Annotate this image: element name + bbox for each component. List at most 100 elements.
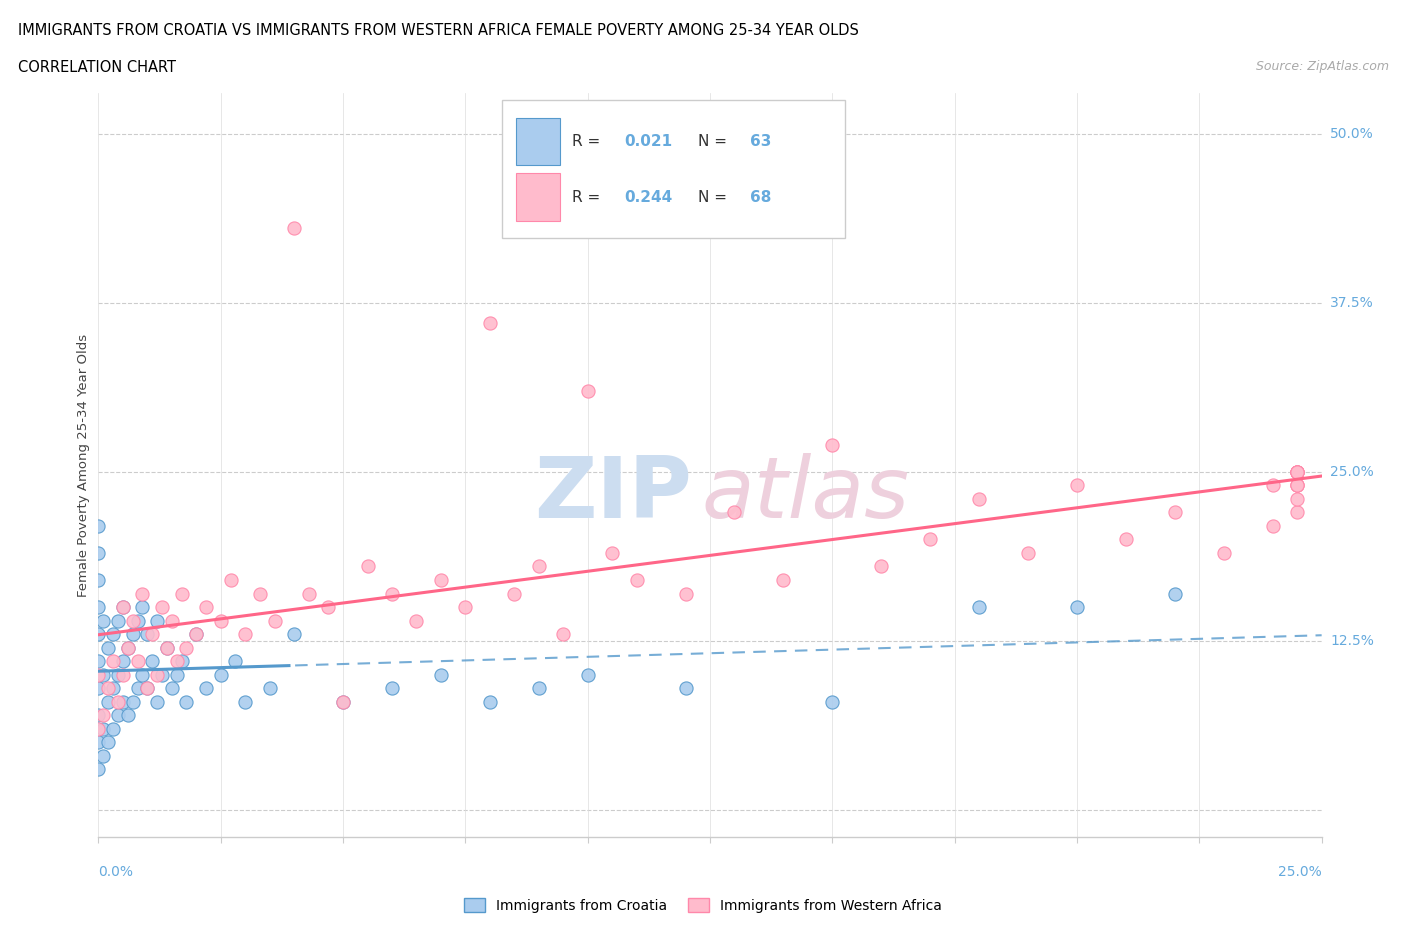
Text: 12.5%: 12.5% — [1330, 634, 1374, 648]
Point — [107, 613, 129, 628]
Text: 0.021: 0.021 — [624, 134, 672, 149]
Point — [1066, 478, 1088, 493]
Point — [1164, 505, 1187, 520]
Point — [91, 722, 114, 737]
Point — [136, 627, 159, 642]
Point — [87, 546, 110, 561]
FancyBboxPatch shape — [502, 100, 845, 238]
Point — [283, 627, 305, 642]
Point — [478, 315, 501, 330]
Text: N =: N = — [697, 134, 731, 149]
Point — [131, 667, 153, 682]
Point — [170, 586, 193, 601]
Text: 50.0%: 50.0% — [1330, 126, 1374, 140]
Point — [127, 613, 149, 628]
Point — [166, 654, 188, 669]
Point — [131, 586, 153, 601]
Point — [405, 613, 427, 628]
Point — [430, 573, 453, 588]
Point — [97, 735, 120, 750]
Point — [127, 681, 149, 696]
Point — [87, 681, 110, 696]
Point — [332, 695, 354, 710]
Point — [259, 681, 281, 696]
Point — [1286, 478, 1309, 493]
Text: Source: ZipAtlas.com: Source: ZipAtlas.com — [1256, 60, 1389, 73]
Point — [1286, 491, 1309, 506]
Point — [1115, 532, 1137, 547]
Point — [156, 640, 179, 655]
Point — [117, 640, 139, 655]
Point — [107, 708, 129, 723]
Point — [1286, 464, 1309, 479]
Point — [454, 600, 477, 615]
Point — [176, 695, 198, 710]
Text: atlas: atlas — [702, 453, 910, 537]
Point — [111, 600, 134, 615]
Point — [283, 220, 305, 235]
Point — [156, 640, 179, 655]
Point — [127, 654, 149, 669]
Point — [576, 383, 599, 398]
Point — [121, 613, 143, 628]
Point — [87, 667, 110, 682]
Point — [233, 627, 256, 642]
Point — [186, 627, 208, 642]
Point — [1164, 586, 1187, 601]
Text: N =: N = — [697, 190, 731, 205]
Point — [233, 695, 256, 710]
Point — [121, 695, 143, 710]
Legend: Immigrants from Croatia, Immigrants from Western Africa: Immigrants from Croatia, Immigrants from… — [458, 893, 948, 919]
Point — [209, 667, 232, 682]
Point — [146, 695, 169, 710]
Point — [111, 695, 134, 710]
Point — [186, 627, 208, 642]
Point — [101, 681, 124, 696]
Point — [870, 559, 893, 574]
Point — [87, 627, 110, 642]
Point — [527, 681, 550, 696]
Point — [553, 627, 575, 642]
Point — [87, 735, 110, 750]
Point — [1066, 600, 1088, 615]
Text: 25.0%: 25.0% — [1278, 865, 1322, 879]
Point — [121, 627, 143, 642]
Point — [131, 600, 153, 615]
Point — [111, 654, 134, 669]
Point — [478, 695, 501, 710]
Point — [1261, 518, 1284, 533]
Point — [160, 681, 183, 696]
Point — [1261, 478, 1284, 493]
Point — [141, 654, 163, 669]
Point — [920, 532, 942, 547]
FancyBboxPatch shape — [516, 173, 560, 221]
Text: IMMIGRANTS FROM CROATIA VS IMMIGRANTS FROM WESTERN AFRICA FEMALE POVERTY AMONG 2: IMMIGRANTS FROM CROATIA VS IMMIGRANTS FR… — [18, 23, 859, 38]
Text: ZIP: ZIP — [534, 453, 692, 537]
Point — [356, 559, 378, 574]
Point — [91, 708, 114, 723]
Text: 0.0%: 0.0% — [98, 865, 134, 879]
Point — [381, 681, 404, 696]
Point — [195, 600, 218, 615]
Text: 25.0%: 25.0% — [1330, 465, 1374, 479]
Point — [209, 613, 232, 628]
Point — [97, 695, 120, 710]
Point — [263, 613, 285, 628]
Point — [97, 681, 120, 696]
Point — [91, 667, 114, 682]
Point — [576, 667, 599, 682]
Point — [1017, 546, 1039, 561]
Point — [87, 722, 110, 737]
Point — [87, 762, 110, 777]
Point — [723, 505, 745, 520]
Point — [166, 667, 188, 682]
Point — [107, 695, 129, 710]
Point — [224, 654, 246, 669]
Y-axis label: Female Poverty Among 25-34 Year Olds: Female Poverty Among 25-34 Year Olds — [77, 334, 90, 596]
Point — [136, 681, 159, 696]
Point — [87, 708, 110, 723]
Point — [430, 667, 453, 682]
Point — [772, 573, 794, 588]
Point — [1212, 546, 1234, 561]
Point — [170, 654, 193, 669]
